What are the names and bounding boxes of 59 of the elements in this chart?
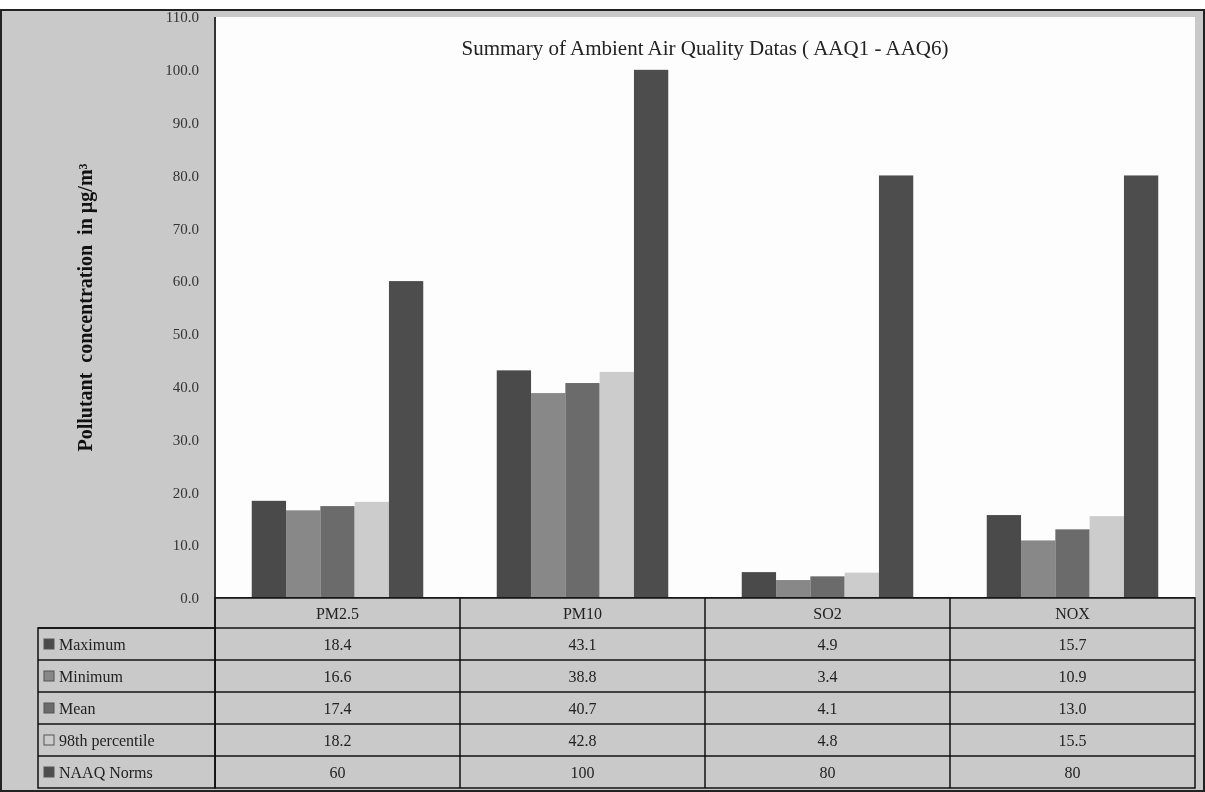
y-axis-title: Pollutant concentration in µg/m³: [74, 163, 97, 452]
data-label: 17.4: [323, 699, 352, 717]
legend-label: 98th percentile: [59, 731, 155, 750]
bar: [496, 370, 532, 598]
text: Summary of Ambient Air Quality Datas ( AAQ1 - AAQ6): [461, 36, 949, 60]
data-label: 100: [570, 763, 595, 781]
bar: [810, 576, 845, 598]
data-label: 4.1: [817, 699, 838, 717]
bar: [1021, 540, 1056, 598]
legend-label: Minimum: [59, 667, 124, 685]
y-tick-label: 10.0: [172, 537, 199, 554]
data-label: 18.4: [323, 635, 352, 653]
y-tick-label: 100.0: [165, 62, 199, 79]
data-label: 42.8: [568, 731, 597, 749]
bar: [1055, 529, 1090, 598]
bar: [565, 383, 600, 598]
x-tick-label: SO2: [813, 604, 842, 622]
data-label: 13.0: [1058, 699, 1087, 717]
data-label: 60: [329, 763, 346, 781]
x-tick-label: NOX: [1055, 604, 1091, 622]
bar: [1123, 175, 1159, 598]
y-tick-label: 90.0: [172, 114, 199, 131]
legend-label: Maximum: [59, 635, 127, 653]
bar: [741, 572, 777, 598]
bar: [320, 506, 355, 598]
y-tick-label: 30.0: [172, 431, 199, 448]
data-label: 80: [1064, 763, 1081, 781]
bar: [986, 515, 1022, 598]
data-label: 4.9: [817, 635, 838, 653]
data-label: 15.7: [1058, 635, 1087, 653]
bar: [878, 175, 914, 598]
y-tick-label: 110.0: [165, 9, 199, 26]
y-tick-label: 70.0: [172, 220, 199, 237]
bar: [251, 500, 287, 598]
data-label: 3.4: [817, 667, 838, 685]
bar: [531, 393, 566, 598]
data-label: 43.1: [568, 635, 597, 653]
data-label: 15.5: [1058, 731, 1087, 749]
bar: [388, 281, 424, 598]
data-label: 10.9: [1058, 667, 1087, 685]
bar: [633, 69, 669, 598]
y-tick-label: 80.0: [172, 167, 199, 184]
legend-label: NAAQ Norms: [59, 763, 153, 781]
y-tick-label: 50.0: [172, 326, 199, 343]
data-label: 18.2: [323, 731, 352, 749]
y-tick-label: 40.0: [172, 378, 199, 395]
legend-label: Mean: [59, 699, 96, 717]
data-label: 38.8: [568, 667, 597, 685]
x-tick-label: PM10: [562, 604, 603, 622]
y-tick-label: 0.0: [180, 590, 199, 607]
data-label: 40.7: [568, 699, 597, 717]
bar: [286, 510, 321, 598]
x-tick-label: PM2.5: [315, 604, 360, 622]
data-label: 16.6: [323, 667, 352, 685]
data-label: 4.8: [817, 731, 838, 749]
bar: [776, 580, 811, 598]
y-tick-label: 60.0: [172, 273, 199, 290]
data-label: 80: [819, 763, 836, 781]
y-tick-label: 20.0: [172, 484, 199, 501]
